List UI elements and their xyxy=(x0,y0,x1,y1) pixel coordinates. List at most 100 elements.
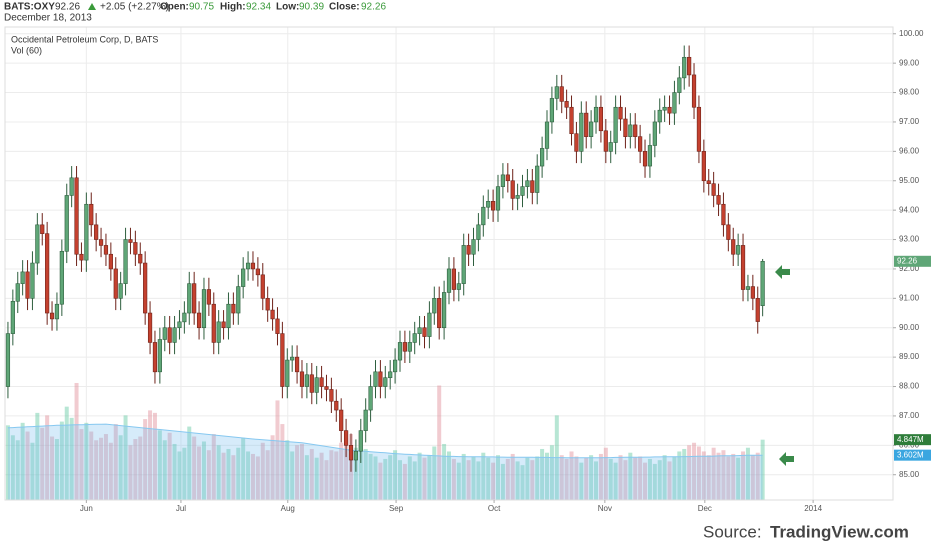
y-tick-label: 95.00 xyxy=(899,176,920,185)
volume-bar xyxy=(471,456,476,500)
candle-body xyxy=(177,321,182,329)
candle-body xyxy=(25,271,30,299)
x-tick-label: 2014 xyxy=(804,504,822,513)
candle-body xyxy=(10,300,15,334)
volume-bar xyxy=(486,457,491,500)
volume-bar xyxy=(246,451,251,500)
y-tick-label: 97.00 xyxy=(899,117,920,126)
last-price-box xyxy=(894,255,931,267)
candle-body xyxy=(716,195,721,205)
candle-body xyxy=(138,253,143,264)
volume-bar xyxy=(652,463,657,500)
volume-bar xyxy=(677,451,682,500)
candle-body xyxy=(260,274,265,299)
volume-bar xyxy=(339,442,344,500)
candle-body xyxy=(20,271,25,284)
candle-body xyxy=(584,112,589,137)
candle-body xyxy=(216,321,221,343)
last-volume-label: 4.847M xyxy=(897,435,924,444)
volume-bar xyxy=(25,431,30,500)
volume-bar xyxy=(363,448,368,500)
candle-body xyxy=(378,371,383,387)
legend-title: Occidental Petroleum Corp, D, BATS xyxy=(11,34,158,44)
y-tick-label: 87.00 xyxy=(899,411,920,420)
candle-body xyxy=(397,342,403,361)
candle-body xyxy=(187,283,192,314)
candle-body xyxy=(740,245,746,290)
volume-bar xyxy=(569,451,574,500)
candle-body xyxy=(569,106,574,135)
volume-bar xyxy=(138,436,143,500)
volume-bar xyxy=(755,452,760,500)
candle-body xyxy=(613,106,618,143)
volume-bar xyxy=(662,455,667,500)
volume-bar xyxy=(299,443,304,500)
candle-body xyxy=(79,253,84,261)
candle-body xyxy=(182,312,187,323)
candle-body xyxy=(441,292,447,329)
candle-body xyxy=(677,77,682,93)
candle-body xyxy=(402,342,407,352)
volume-bar xyxy=(260,442,265,500)
candle-body xyxy=(304,374,309,387)
last-volume-box xyxy=(894,434,931,446)
volume-bar xyxy=(447,451,451,500)
y-tick-label: 90.00 xyxy=(899,323,920,332)
volume-bar xyxy=(133,439,138,500)
volume-bar xyxy=(74,382,79,500)
grid xyxy=(5,27,893,500)
candle-body xyxy=(162,327,167,340)
volume-bar xyxy=(451,458,456,500)
volume-bar xyxy=(525,457,530,500)
high-value: 92.34 xyxy=(246,2,271,13)
volume-bar xyxy=(750,455,755,500)
candle-body xyxy=(211,303,216,343)
volume-bar xyxy=(94,440,99,500)
volume-bar xyxy=(692,442,697,500)
volume-bar xyxy=(206,450,211,500)
y-tick-label: 85.00 xyxy=(899,470,920,479)
candle-body xyxy=(481,206,486,226)
candle-body xyxy=(15,283,20,302)
candle-body xyxy=(554,86,559,99)
volume-bar xyxy=(270,435,275,500)
last-volume-ma-box xyxy=(894,449,931,461)
volume-bar xyxy=(182,447,187,500)
volume-bar xyxy=(192,436,197,500)
candle-body xyxy=(69,177,74,196)
volume-bar xyxy=(736,457,741,500)
candle-body xyxy=(638,136,643,152)
volume-bar xyxy=(280,424,285,500)
volume-bar xyxy=(10,435,15,500)
volume-bar xyxy=(353,447,358,500)
price-arrow xyxy=(775,265,790,279)
volume-bar xyxy=(304,455,309,500)
y-tick-label: 96.00 xyxy=(899,146,920,155)
volume-bar xyxy=(152,412,157,500)
low-label: Low: xyxy=(276,2,299,13)
candle-body xyxy=(339,409,344,431)
volume-bar xyxy=(618,455,623,500)
candle-body xyxy=(348,445,354,461)
volume-bar xyxy=(456,462,461,500)
candle-body xyxy=(476,224,481,240)
volume-bar xyxy=(378,462,383,500)
volume-bar xyxy=(59,421,64,500)
volume-bar xyxy=(716,452,721,500)
candle-body xyxy=(358,430,363,452)
volume-bar xyxy=(623,460,628,500)
high-label: High: xyxy=(220,2,246,13)
candle-body xyxy=(133,242,138,255)
volume-bar xyxy=(427,455,432,500)
volume-arrow xyxy=(779,452,794,466)
volume-bar xyxy=(226,448,231,500)
volume-bar xyxy=(54,439,59,500)
volume-bar xyxy=(579,462,584,500)
y-tick-label: 89.00 xyxy=(899,352,920,361)
candle-body xyxy=(192,283,197,314)
last-price-label: 92.26 xyxy=(897,256,918,265)
candle-body xyxy=(113,268,118,299)
volume-bar xyxy=(64,406,69,500)
volume-bar xyxy=(584,457,589,500)
volume-bar xyxy=(647,458,652,500)
